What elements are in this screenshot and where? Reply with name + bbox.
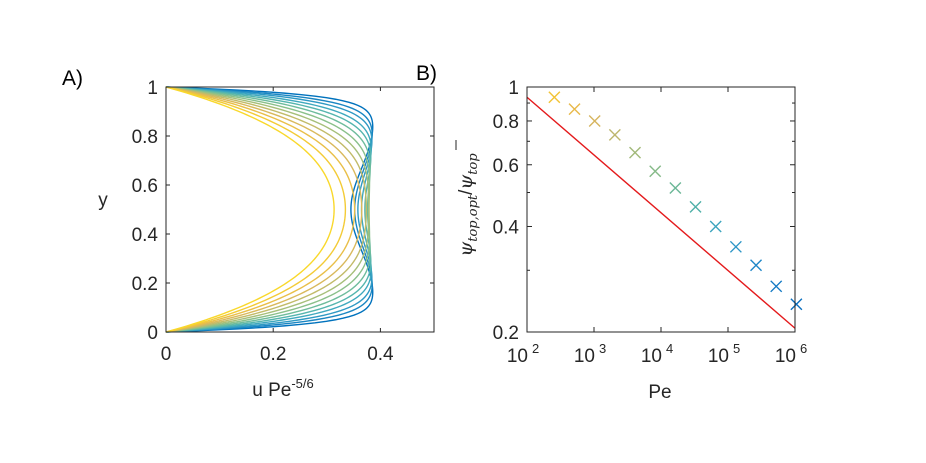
- panel-a-profile-line-12: [165, 86, 347, 333]
- panel-b-y-label: ψtop,opt/ψtop: [455, 153, 481, 257]
- panel-b-point-1: [548, 91, 561, 104]
- panel-b-point-13: [790, 298, 803, 311]
- panel-b-points: [548, 91, 803, 311]
- panel-b-y-tick-label: 0.8: [493, 112, 519, 133]
- panel-b-x-tick-label: 10 6: [775, 341, 807, 367]
- panel-b-y-label-slash: /: [456, 189, 477, 195]
- panel-b-point-2: [568, 103, 581, 116]
- panel-b-x-label: Pe: [648, 382, 671, 403]
- panel-b-axes-frame: [526, 86, 796, 333]
- panel-a-x-label-text: u Pe: [252, 380, 291, 401]
- panel-b-y-tick-label: 0.2: [493, 323, 519, 344]
- panel-b-y-ticks: 0.2 0.4 0.6 0.8 1: [493, 78, 795, 344]
- panel-a-label: A): [62, 67, 83, 90]
- panel-b-x-tick-label: 10 4: [641, 341, 673, 367]
- panel-a-y-tick-label: 1: [147, 78, 158, 99]
- panel-a-profile-line-13: [165, 86, 335, 333]
- panel-a-profile-line-10: [165, 86, 363, 333]
- panel-a-profile-line-6: [165, 86, 371, 333]
- panel-b-reference-line: [526, 96, 796, 329]
- panel-a-lines: [165, 86, 374, 333]
- panel-b-label: B): [416, 62, 437, 85]
- panel-b-x-tick-label: 10 3: [574, 341, 606, 367]
- panel-a-profile-line-1: [165, 86, 374, 333]
- panel-a-profile-line-9: [165, 86, 368, 333]
- panel-b-point-8: [689, 200, 702, 213]
- panel-b-point-3: [588, 114, 601, 127]
- panel-a-profile-line-11: [165, 86, 356, 333]
- panel-b-point-5: [629, 146, 642, 159]
- panel-a-x-tick-label: 0.4: [367, 344, 394, 365]
- panel-b-y-tick-label: 1: [508, 78, 519, 99]
- panel-a-profile-line-8: [165, 86, 370, 333]
- panel-b-point-7: [669, 182, 682, 195]
- panel-b-x-tick-label: 10 5: [708, 341, 740, 367]
- panel-a-y-tick-label: 0.6: [132, 176, 158, 197]
- panel-a-x-tick-label: 0: [161, 344, 172, 365]
- panel-a-y-tick-label: 0: [147, 323, 158, 344]
- panel-a-x-ticks: 0 0.2 0.4: [161, 87, 394, 365]
- panel-b-point-9: [709, 220, 722, 233]
- panel-b-point-11: [750, 259, 763, 272]
- panel-b-point-12: [770, 280, 783, 293]
- panel-a-y-tick-label: 0.2: [132, 274, 158, 295]
- panel-a-profile-line-4: [165, 86, 372, 333]
- panel-a-y-tick-label: 0.4: [132, 225, 159, 246]
- panel-a-axes-frame: [165, 86, 435, 333]
- panel-a-x-label: u Pe-5/6: [252, 376, 314, 401]
- panel-a-y-label: y: [98, 190, 108, 211]
- panel-b-y-label-psi: ψ: [455, 241, 477, 257]
- panel-b-y-tick-label: 0.4: [493, 217, 520, 238]
- panel-a-profile-line-5: [165, 86, 372, 333]
- panel-b-y-label-psibar: ψ: [455, 174, 477, 190]
- panel-b-y-label-sub-den: top: [466, 153, 481, 175]
- panel-a-x-tick-label: 0.2: [260, 344, 286, 365]
- panel-a-y-tick-label: 0.8: [132, 127, 158, 148]
- panel-b-point-6: [649, 165, 662, 178]
- panel-b-y-label-sub-num: top,opt: [466, 194, 481, 242]
- panel-b-point-10: [729, 240, 742, 253]
- panel-a-profile-line-3: [165, 86, 373, 333]
- panel-b-y-tick-label: 0.6: [493, 156, 519, 177]
- panel-a-y-ticks: 0 0.2 0.4 0.6 0.8 1: [132, 78, 434, 344]
- panel-b-x-ticks: 10 2 10 3 10 4 10 5 10 6: [507, 87, 807, 367]
- panel-b-x-tick-label: 10 2: [507, 341, 539, 367]
- panel-a-x-label-exponent: -5/6: [291, 376, 313, 391]
- panel-a-profile-line-7: [165, 86, 371, 333]
- panel-b-point-4: [608, 128, 621, 141]
